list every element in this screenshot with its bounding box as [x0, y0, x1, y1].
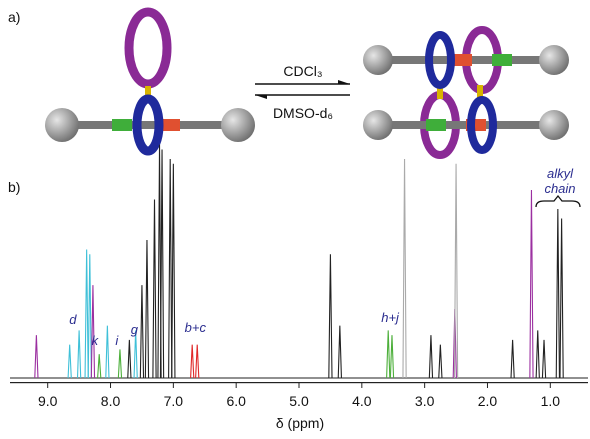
x-tick-label: 7.0	[164, 393, 184, 409]
peak	[133, 330, 138, 379]
left-rotaxane	[45, 7, 255, 156]
peak-annotation: h+j	[381, 310, 400, 325]
x-tick-label: 4.0	[352, 393, 372, 409]
x-tick-label: 2.0	[478, 393, 498, 409]
equilibrium-arrows	[255, 80, 350, 99]
peak	[90, 285, 96, 379]
x-tick-label: 3.0	[415, 393, 435, 409]
peak	[139, 285, 145, 379]
peak	[453, 163, 459, 379]
peak	[159, 149, 165, 379]
panel-label: a)	[8, 9, 20, 25]
peak	[195, 344, 200, 379]
x-tick-label: 6.0	[226, 393, 246, 409]
right-dimer	[363, 26, 569, 159]
peak	[84, 249, 89, 379]
peak	[328, 254, 333, 379]
peak	[389, 335, 395, 379]
peak	[97, 354, 102, 379]
peak	[127, 339, 132, 379]
peak	[152, 199, 157, 379]
x-tick-label: 1.0	[541, 393, 561, 409]
peak-annotation: b+c	[185, 320, 207, 335]
peak	[76, 330, 82, 379]
peak	[535, 330, 540, 379]
peak	[67, 344, 72, 379]
forward-solvent: CDCl₃	[283, 63, 322, 79]
peak-annotation: k	[92, 333, 100, 348]
peak	[337, 325, 342, 379]
peak	[34, 335, 39, 379]
peak-annotation: d	[69, 312, 77, 327]
x-axis-label: δ (ppm)	[276, 415, 324, 431]
x-tick-label: 9.0	[38, 393, 58, 409]
peak	[190, 344, 195, 379]
peak	[168, 159, 173, 379]
peak	[87, 254, 92, 379]
peak	[402, 159, 407, 379]
peak	[438, 344, 443, 379]
peak	[510, 339, 515, 379]
brace-label: alkyl	[547, 166, 574, 181]
peak	[541, 339, 547, 379]
x-tick-label: 8.0	[101, 393, 121, 409]
peak	[144, 239, 150, 379]
peak-annotation: g	[131, 322, 139, 337]
brace	[535, 194, 581, 208]
peak-annotation: i	[115, 333, 119, 348]
peak	[171, 163, 176, 379]
x-tick-label: 5.0	[289, 393, 309, 409]
peak	[555, 209, 560, 379]
brace-label: chain	[544, 181, 575, 196]
panel-label: b)	[8, 179, 20, 195]
peak	[117, 349, 123, 379]
peak	[428, 335, 434, 379]
peak	[105, 325, 110, 379]
peak	[529, 189, 534, 379]
peak	[386, 330, 391, 379]
reverse-solvent: DMSO-d₆	[273, 105, 333, 121]
peak	[559, 218, 564, 379]
